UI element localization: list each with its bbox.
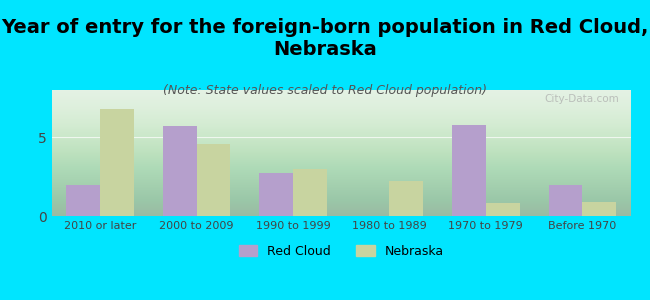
Legend: Red Cloud, Nebraska: Red Cloud, Nebraska xyxy=(233,240,449,263)
Bar xyxy=(293,169,327,216)
Bar xyxy=(549,184,582,216)
Text: Year of entry for the foreign-born population in Red Cloud,
Nebraska: Year of entry for the foreign-born popul… xyxy=(1,18,649,59)
Bar xyxy=(389,181,423,216)
Bar xyxy=(100,109,134,216)
Bar xyxy=(196,144,230,216)
Bar xyxy=(452,125,486,216)
Bar xyxy=(486,203,519,216)
Text: City-Data.com: City-Data.com xyxy=(544,94,619,104)
Bar xyxy=(259,173,293,216)
Text: (Note: State values scaled to Red Cloud population): (Note: State values scaled to Red Cloud … xyxy=(163,84,487,97)
Bar xyxy=(582,202,616,216)
Bar xyxy=(163,126,196,216)
Bar xyxy=(66,184,100,216)
